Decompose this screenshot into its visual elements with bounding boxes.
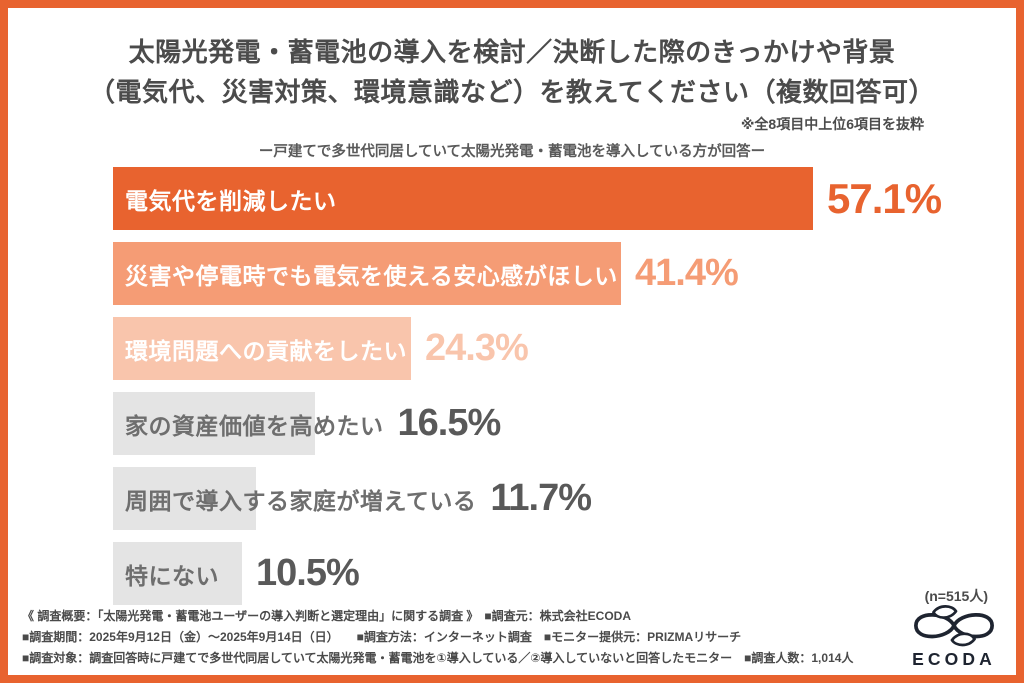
- bar-value: 41.4%: [635, 252, 739, 294]
- bar-label: 周囲で導入する家庭が増えている: [125, 487, 477, 514]
- bar: [113, 392, 315, 455]
- title-note: ※全8項目中上位6項目を抜粋: [740, 116, 924, 132]
- bar-chart: 電気代を削減したい 57.1% 災害や停電時でも電気を使える安心感がほしい 41…: [113, 167, 1016, 605]
- bar-label: 特にない: [125, 562, 219, 589]
- bar-row: 災害や停電時でも電気を使える安心感がほしい 41.4%: [113, 242, 1016, 305]
- bar: [113, 467, 256, 530]
- bar-value: 57.1%: [827, 174, 942, 222]
- survey-period-line: ■調査期間：2025年9月12日（金）～2025年9月14日（日） ■調査方法：…: [22, 630, 742, 644]
- infinity-leaf-icon: ECODA: [912, 605, 996, 669]
- bar: [113, 317, 411, 380]
- bar-row: 環境問題への貢献をしたい 24.3%: [113, 317, 1016, 380]
- bar-row: 特にない 10.5%: [113, 542, 1016, 605]
- bar-row: 周囲で導入する家庭が増えている 11.7%: [113, 467, 1016, 530]
- bar-label: 災害や停電時でも電気を使える安心感がほしい: [125, 262, 618, 289]
- chart-subtitle: ー戸建てで多世代同居していて太陽光発電・蓄電池を導入している方が回答ー: [258, 144, 766, 160]
- bar-value: 11.7%: [490, 477, 592, 519]
- bar-label: 環境問題への貢献をしたい: [125, 337, 407, 364]
- survey-target-line: ■調査対象：調査回答時に戸建てで多世代同居していて太陽光発電・蓄電池を①導入して…: [22, 651, 854, 665]
- bar-value: 24.3%: [425, 327, 529, 369]
- bar-label: 電気代を削減したい: [125, 187, 337, 214]
- sample-size-label: (n=515人): [924, 588, 988, 604]
- page-title: 太陽光発電・蓄電池の導入を検討／決断した際のきっかけや背景 （電気代、災害対策、…: [8, 32, 1016, 112]
- bar-row: 電気代を削減したい 57.1%: [113, 167, 1016, 230]
- logo-wordmark: ECODA: [912, 649, 996, 669]
- bar: [113, 242, 621, 305]
- bar-value: 16.5%: [397, 402, 502, 444]
- bar: [113, 542, 242, 605]
- bar-row: 家の資産価値を高めたい 16.5%: [113, 392, 1016, 455]
- bar-label: 家の資産価値を高めたい: [125, 412, 384, 439]
- bar-value: 10.5%: [256, 552, 360, 594]
- survey-overview-line: 《 調査概要：「太陽光発電・蓄電池ユーザーの導入判断と選定理由」に関する調査 》…: [22, 609, 632, 623]
- survey-details: 《 調査概要：「太陽光発電・蓄電池ユーザーの導入判断と選定理由」に関する調査 》…: [22, 606, 917, 669]
- title-line-1: 太陽光発電・蓄電池の導入を検討／決断した際のきっかけや背景: [128, 37, 896, 67]
- title-line-2: （電気代、災害対策、環境意識など）を教えてください（複数回答可）: [89, 77, 935, 107]
- bar: [113, 167, 813, 230]
- ecoda-logo: ECODA: [902, 603, 1006, 671]
